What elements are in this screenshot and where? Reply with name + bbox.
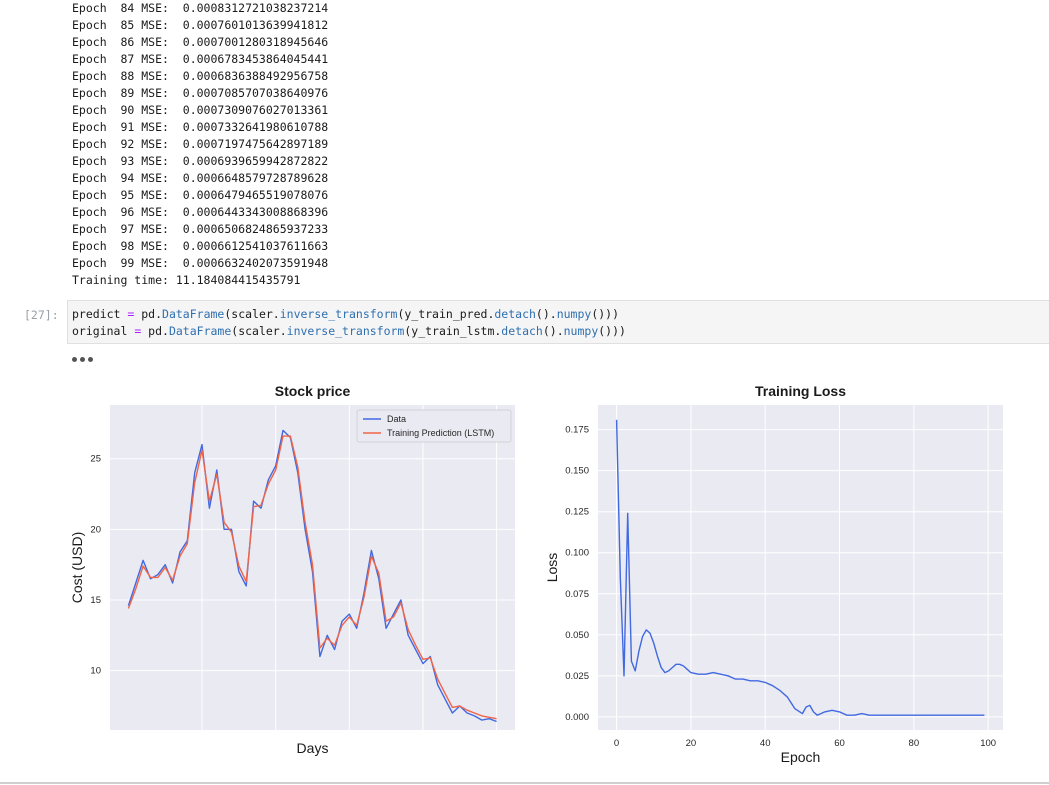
- code-token: (y_train_lstm.: [404, 324, 502, 338]
- dot: [80, 357, 85, 362]
- code-token: numpy: [563, 324, 599, 338]
- chart-title: Training Loss: [755, 383, 846, 399]
- log-line: Epoch 85 MSE: 0.0007601013639941812: [72, 18, 329, 32]
- code-token: ())): [598, 324, 626, 338]
- code-line-1[interactable]: predict = pd.DataFrame(scaler.inverse_tr…: [72, 307, 619, 321]
- code-token: inverse_transform: [279, 307, 398, 321]
- x-axis-label: Epoch: [781, 749, 821, 765]
- code-token: (scaler.: [224, 307, 280, 321]
- log-line: Epoch 96 MSE: 0.0006443343008868396: [72, 205, 329, 219]
- log-line: Epoch 94 MSE: 0.0006648579728789628: [72, 171, 329, 185]
- x-axis-label: Days: [297, 740, 329, 756]
- y-tick-label: 0.125: [565, 507, 589, 518]
- log-line: Epoch 84 MSE: 0.0008312721038237214: [72, 1, 329, 15]
- y-tick-label: 0.150: [565, 466, 589, 477]
- x-tick-label: 0: [614, 738, 619, 749]
- log-line: Epoch 89 MSE: 0.0007085707038640976: [72, 86, 329, 100]
- log-line: Epoch 86 MSE: 0.0007001280318945646: [72, 35, 329, 49]
- code-token: pd.: [148, 324, 169, 338]
- code-token: (y_train_pred.: [397, 307, 495, 321]
- log-line: Epoch 88 MSE: 0.0006836388492956758: [72, 69, 329, 83]
- code-token: DataFrame: [162, 307, 225, 321]
- y-tick-label: 0.000: [565, 712, 589, 723]
- cell-prompt: [27]:: [24, 308, 59, 322]
- dot: [72, 357, 77, 362]
- code-token: numpy: [556, 307, 592, 321]
- training-loss-chart: 0.000 0.025 0.050 0.075 0.100 0.125 0.150 0.175…: [544, 383, 1003, 765]
- y-tick-label: 25: [90, 454, 101, 465]
- legend-label: Training Prediction (LSTM): [387, 428, 494, 438]
- x-tick-label: 20: [686, 738, 697, 749]
- legend-box: [356, 409, 512, 443]
- code-token: original: [72, 324, 128, 338]
- log-line: Epoch 93 MSE: 0.0006939659942872822: [72, 154, 329, 168]
- collapsed-output-ellipsis-icon[interactable]: [72, 357, 93, 362]
- code-token: detach: [494, 307, 536, 321]
- log-line: Epoch 98 MSE: 0.0006612541037611663: [72, 239, 329, 253]
- code-token: (scaler.: [231, 324, 287, 338]
- log-line: Epoch 97 MSE: 0.0006506824865937233: [72, 222, 329, 236]
- y-axis-label: Cost (USD): [69, 532, 85, 604]
- dot: [88, 357, 93, 362]
- log-line: Epoch 92 MSE: 0.0007197475642897189: [72, 137, 329, 151]
- chart-title: Stock price: [275, 383, 351, 399]
- log-line: Epoch 87 MSE: 0.0006783453864045441: [72, 52, 329, 66]
- code-token: =: [120, 307, 142, 321]
- y-tick-label: 20: [90, 524, 101, 535]
- y-tick-label: 0.175: [565, 425, 589, 436]
- code-line-2[interactable]: original = pd.DataFrame(scaler.inverse_t…: [72, 324, 626, 338]
- y-tick-label: 0.075: [565, 589, 589, 600]
- log-line: Epoch 95 MSE: 0.0006479465519078076: [72, 188, 329, 202]
- code-token: inverse_transform: [286, 324, 405, 338]
- legend-label: Data: [387, 414, 406, 424]
- log-line: Epoch 99 MSE: 0.0006632402073591948: [72, 256, 329, 270]
- code-token: ().: [542, 324, 564, 338]
- notebook-bottom-border: [0, 782, 1049, 784]
- log-line: Epoch 91 MSE: 0.0007332641980610788: [72, 120, 329, 134]
- x-tick-label: 100: [980, 738, 996, 749]
- plot-area: [598, 405, 1003, 730]
- code-token: =: [127, 324, 149, 338]
- code-token: predict: [72, 307, 121, 321]
- log-line: Training time: 11.184084415435791: [72, 273, 301, 287]
- code-token: pd.: [141, 307, 163, 321]
- training-log-output: Epoch 84 MSE: 0.0008312721038237214 Epoch…: [72, 0, 328, 289]
- y-tick-label: 0.100: [565, 548, 589, 559]
- y-tick-label: 0.025: [565, 671, 589, 682]
- y-tick-label: 10: [90, 666, 101, 677]
- series-line: [127, 435, 497, 720]
- x-tick-label: 40: [760, 738, 771, 749]
- stock-price-chart: 10 15 20 25 Stock price Days Cost (USD) Data Tra…: [69, 383, 515, 756]
- x-tick-label: 80: [909, 738, 920, 749]
- code-token: ().: [535, 307, 557, 321]
- series-line: [615, 419, 985, 716]
- y-tick-label: 15: [90, 595, 101, 606]
- code-token: ())): [591, 307, 620, 321]
- y-axis-label: Loss: [544, 553, 560, 583]
- code-token: detach: [501, 324, 543, 338]
- y-tick-label: 0.050: [565, 630, 589, 641]
- x-tick-label: 60: [834, 738, 845, 749]
- log-line: Epoch 90 MSE: 0.0007309076027013361: [72, 103, 329, 117]
- code-token: DataFrame: [168, 324, 232, 338]
- code-cell-editor[interactable]: predict = pd.DataFrame(scaler.inverse_tr…: [67, 300, 1049, 344]
